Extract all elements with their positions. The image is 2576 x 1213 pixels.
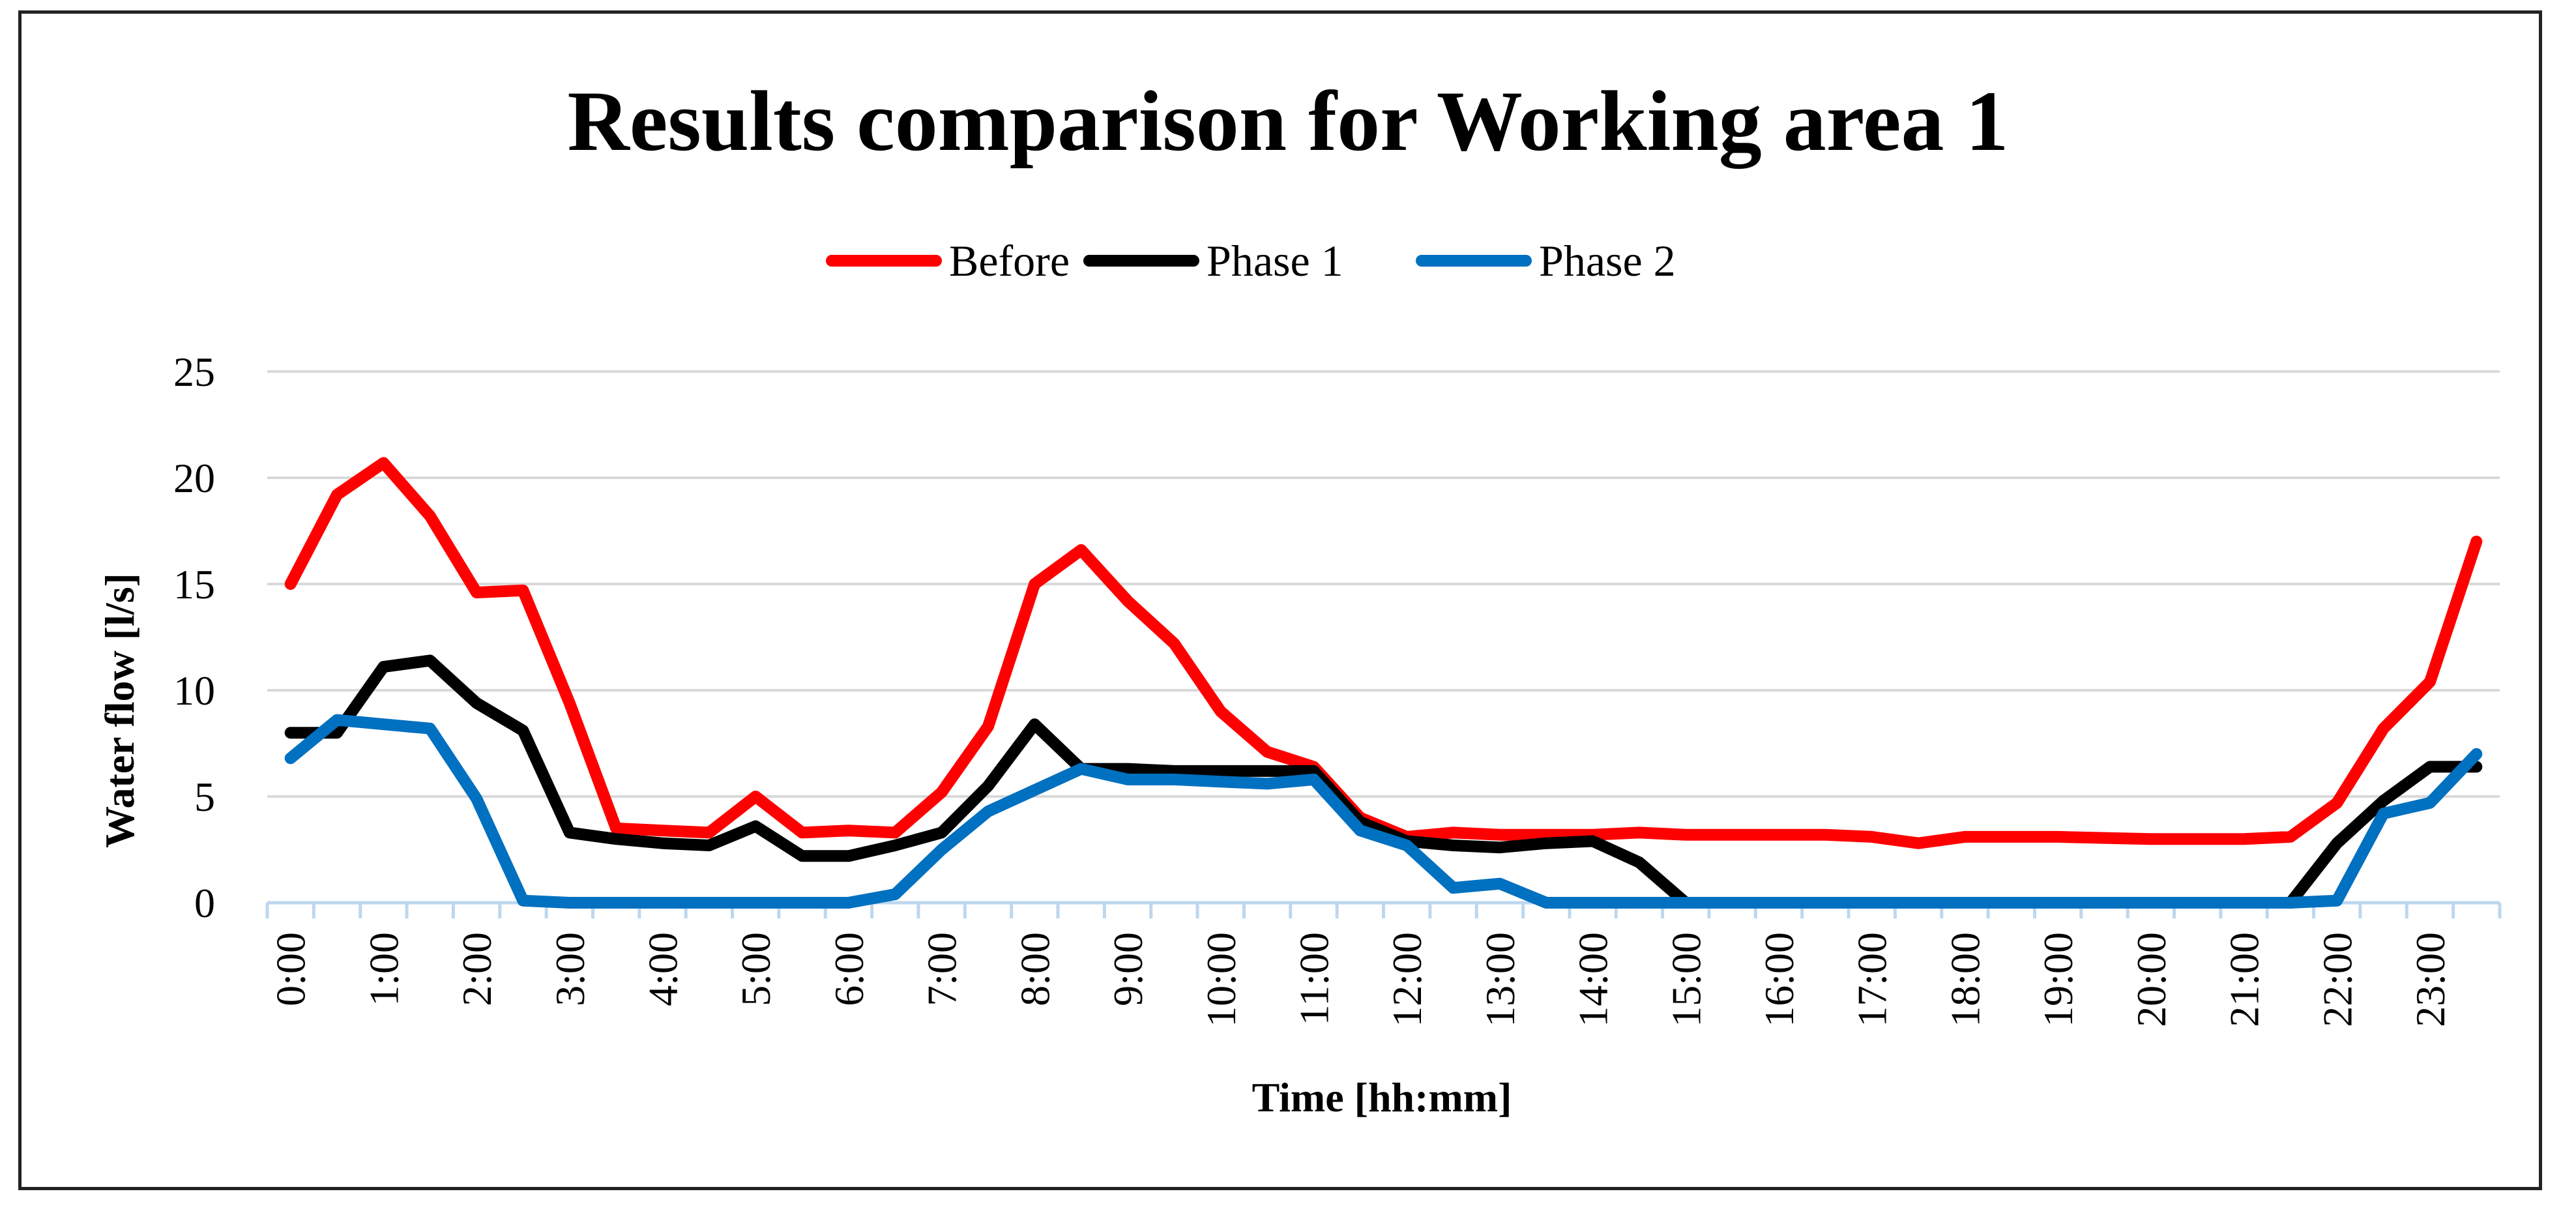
series-line-phase-1 bbox=[284, 654, 2483, 909]
legend-label: Phase 2 bbox=[1539, 236, 1676, 285]
gridlines bbox=[267, 370, 2500, 798]
x-tick-label: 11:00 bbox=[1291, 932, 1337, 1025]
legend-label: Before bbox=[949, 236, 1070, 285]
y-axis-title: Water flow [l/s] bbox=[96, 573, 143, 848]
y-axis-ticks: 0 5 10 15 20 25 bbox=[173, 349, 215, 926]
x-tick-label: 4:00 bbox=[640, 932, 686, 1006]
x-tick-label: 7:00 bbox=[919, 932, 965, 1006]
x-tick-label: 8:00 bbox=[1012, 932, 1058, 1006]
x-tick-label: 10:00 bbox=[1198, 932, 1244, 1027]
x-tick-label: 15:00 bbox=[1663, 932, 1709, 1027]
x-tick-label: 12:00 bbox=[1384, 932, 1430, 1027]
legend-item-phase-1: Phase 1 bbox=[1083, 236, 1343, 285]
x-tick-label: 3:00 bbox=[547, 932, 593, 1006]
legend-item-phase-2: Phase 2 bbox=[1416, 236, 1676, 285]
x-tick-label: 18:00 bbox=[1942, 932, 1988, 1027]
x-tick-label: 5:00 bbox=[733, 932, 779, 1006]
chart-frame bbox=[18, 10, 2542, 1190]
chart-title: Results comparison for Working area 1 bbox=[567, 73, 2008, 169]
x-tick-label: 14:00 bbox=[1570, 932, 1617, 1027]
y-tick-label: 5 bbox=[194, 774, 215, 820]
x-axis-ticks: 0:00 1:00 2:00 3:00 4:00 5:00 6:00 7:00 8:00 9:00… bbox=[268, 932, 2453, 1027]
y-tick-label: 20 bbox=[173, 455, 215, 501]
x-tick-label: 0:00 bbox=[268, 932, 314, 1006]
x-tick-label: 23:00 bbox=[2407, 932, 2453, 1027]
x-tick-label: 20:00 bbox=[2128, 932, 2174, 1027]
series-line-phase-2 bbox=[284, 714, 2483, 909]
series-line-before bbox=[284, 457, 2483, 849]
x-tick-label: 22:00 bbox=[2314, 932, 2360, 1027]
x-tick-label: 16:00 bbox=[1756, 932, 1802, 1027]
x-tick-label: 1:00 bbox=[360, 932, 407, 1006]
y-tick-label: 15 bbox=[173, 561, 215, 607]
x-tick-label: 17:00 bbox=[1849, 932, 1895, 1027]
legend-item-before: Before bbox=[826, 236, 1070, 285]
x-tick-label: 21:00 bbox=[2221, 932, 2268, 1027]
legend-label: Phase 1 bbox=[1207, 236, 1343, 285]
series-lines bbox=[284, 457, 2483, 909]
x-tick-label: 6:00 bbox=[826, 932, 872, 1006]
x-axis-title: Time [hh:mm] bbox=[1252, 1074, 1512, 1120]
x-tick-label: 19:00 bbox=[2035, 932, 2081, 1027]
x-tick-label: 13:00 bbox=[1477, 932, 1523, 1027]
y-tick-label: 10 bbox=[173, 667, 215, 714]
legend: Before Phase 1 Phase 2 bbox=[826, 236, 1676, 285]
y-tick-label: 0 bbox=[194, 880, 215, 926]
x-tick-label: 9:00 bbox=[1105, 932, 1151, 1006]
y-tick-label: 25 bbox=[173, 349, 215, 395]
x-tick-label: 2:00 bbox=[454, 932, 500, 1006]
